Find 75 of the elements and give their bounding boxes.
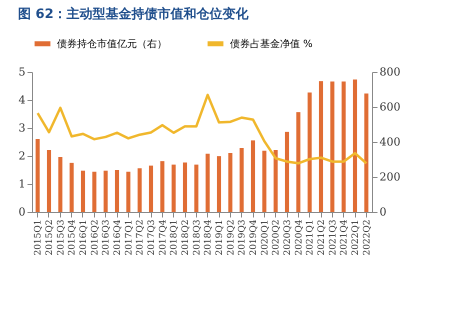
bar bbox=[182, 162, 188, 212]
x-tick-label: 2017Q2 bbox=[136, 220, 146, 256]
bar bbox=[318, 81, 324, 212]
bar bbox=[274, 150, 278, 212]
bar bbox=[216, 156, 222, 212]
x-tick-label: 2016Q3 bbox=[102, 219, 112, 256]
legend-label: 债券占基金净值 % bbox=[230, 38, 313, 50]
bar bbox=[262, 150, 266, 212]
bar bbox=[308, 92, 312, 212]
bar bbox=[330, 81, 334, 212]
y2-tick-label: 600 bbox=[380, 100, 400, 114]
bar bbox=[104, 170, 108, 212]
x-tick-label: 2022Q1 bbox=[351, 220, 361, 256]
y2-tick-label: 400 bbox=[380, 136, 400, 148]
bar bbox=[250, 140, 256, 212]
x-tick-label: 2021Q1 bbox=[306, 220, 316, 256]
bar bbox=[240, 148, 244, 212]
x-tick-label: 2021Q2 bbox=[317, 220, 327, 256]
x-tick-label: 2017Q3 bbox=[147, 219, 157, 256]
x-tick-label: 2015Q4 bbox=[68, 219, 78, 256]
bar bbox=[126, 172, 130, 212]
x-tick-label: 2019Q3 bbox=[238, 219, 248, 256]
x-tick-label: 2018Q1 bbox=[170, 220, 180, 256]
bar bbox=[160, 161, 164, 212]
x-tick-label: 2021Q4 bbox=[340, 219, 350, 256]
x-tick-label: 2019Q4 bbox=[249, 219, 259, 256]
bar bbox=[364, 94, 368, 212]
x-tick-label: 2018Q3 bbox=[192, 219, 202, 256]
x-tick-label: 2022Q2 bbox=[362, 220, 372, 256]
bar bbox=[70, 162, 74, 212]
x-tick-label: 2019Q1 bbox=[215, 220, 225, 256]
x-tick-label: 2016Q1 bbox=[79, 220, 89, 256]
bar bbox=[80, 170, 86, 212]
x-tick-label: 2019Q2 bbox=[226, 220, 236, 256]
bar bbox=[194, 164, 198, 212]
x-tick-label: 2020Q2 bbox=[272, 220, 282, 256]
bar bbox=[172, 164, 176, 212]
x-tick-label: 2016Q4 bbox=[113, 219, 123, 256]
x-tick-label: 2018Q4 bbox=[204, 219, 214, 256]
x-tick-label: 2020Q3 bbox=[283, 219, 293, 256]
bar bbox=[138, 168, 142, 212]
x-tick-label: 2018Q2 bbox=[181, 220, 191, 256]
x-tick-label: 2020Q1 bbox=[260, 220, 270, 256]
bar bbox=[92, 172, 96, 212]
x-tick-label: 2017Q1 bbox=[124, 220, 134, 256]
bar bbox=[36, 139, 40, 212]
x-tick-label: 2015Q2 bbox=[45, 220, 55, 256]
x-tick-label: 2015Q3 bbox=[56, 219, 66, 256]
x-tick-label: 2016Q2 bbox=[90, 220, 100, 256]
bar bbox=[114, 170, 120, 212]
bar bbox=[58, 157, 62, 212]
y-tick-label: 5 bbox=[18, 66, 26, 78]
y-tick-label: 0 bbox=[18, 206, 26, 218]
bar bbox=[228, 153, 232, 212]
x-tick-label: 2020Q4 bbox=[294, 219, 304, 256]
bar bbox=[342, 81, 346, 212]
y-tick-label: 3 bbox=[18, 122, 26, 134]
chart-title: 图 62：主动型基金持债市值和仓位变化 bbox=[18, 6, 250, 22]
bar bbox=[352, 80, 358, 212]
bar bbox=[46, 150, 52, 212]
bar bbox=[148, 166, 154, 212]
x-tick-label: 2021Q3 bbox=[328, 219, 338, 256]
bar bbox=[206, 154, 210, 212]
y-tick-label: 4 bbox=[18, 94, 26, 106]
y-tick-label: 1 bbox=[18, 178, 26, 190]
bar bbox=[284, 132, 290, 212]
line-series bbox=[36, 94, 368, 165]
bar bbox=[296, 112, 300, 212]
y2-tick-label: 200 bbox=[380, 170, 400, 184]
y2-tick-label: 800 bbox=[380, 66, 400, 78]
y-tick-label: 2 bbox=[18, 150, 26, 162]
legend-label: 债券持仓市值亿元（右） bbox=[57, 38, 167, 50]
y2-tick-label: 0 bbox=[380, 206, 386, 218]
x-tick-label: 2015Q1 bbox=[34, 220, 44, 256]
x-tick-label: 2017Q4 bbox=[158, 219, 168, 256]
